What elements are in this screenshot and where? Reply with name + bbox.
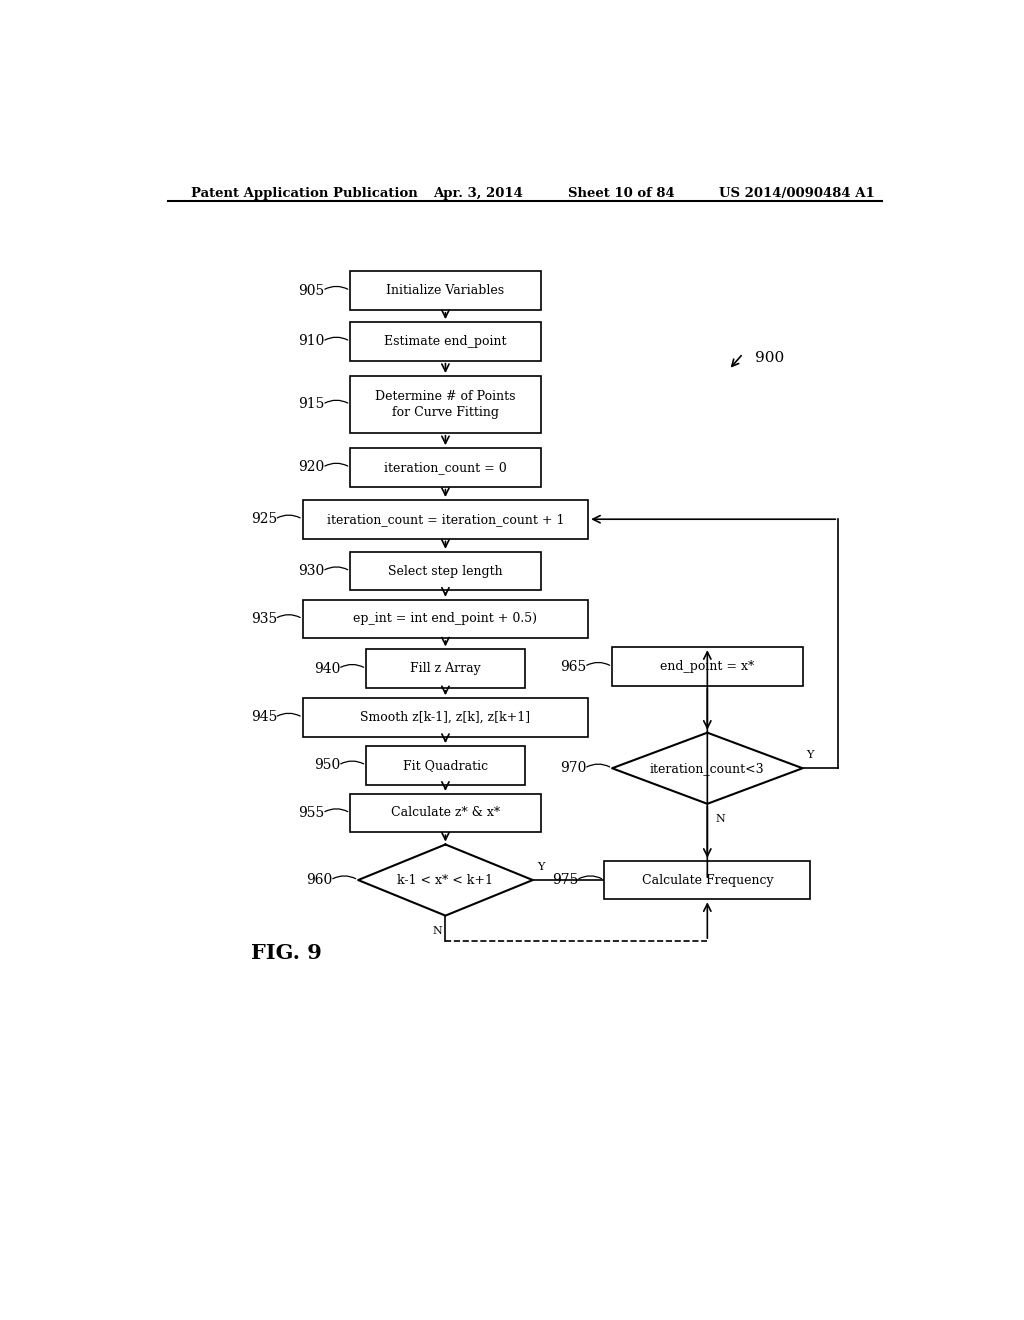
Text: Calculate z* & x*: Calculate z* & x* [391,807,500,820]
FancyBboxPatch shape [350,552,541,590]
Text: 935: 935 [251,612,278,626]
Text: 975: 975 [553,873,579,887]
Text: iteration_count = 0: iteration_count = 0 [384,461,507,474]
Polygon shape [358,845,532,916]
Text: FIG. 9: FIG. 9 [251,944,322,964]
Text: 960: 960 [306,873,333,887]
Text: Sheet 10 of 84: Sheet 10 of 84 [568,187,675,201]
FancyBboxPatch shape [303,599,588,638]
Text: ep_int = int end_point + 0.5): ep_int = int end_point + 0.5) [353,612,538,626]
FancyBboxPatch shape [350,793,541,833]
Text: k-1 < x* < k+1: k-1 < x* < k+1 [397,874,494,887]
Text: Smooth z[k-1], z[k], z[k+1]: Smooth z[k-1], z[k], z[k+1] [360,711,530,723]
Text: Fit Quadratic: Fit Quadratic [402,759,488,772]
FancyBboxPatch shape [350,271,541,310]
Text: Y: Y [537,862,544,873]
FancyBboxPatch shape [367,649,524,688]
Text: 915: 915 [299,397,325,412]
Text: iteration_count = iteration_count + 1: iteration_count = iteration_count + 1 [327,512,564,525]
FancyBboxPatch shape [303,698,588,737]
Text: 945: 945 [251,710,278,725]
Text: 925: 925 [251,512,278,527]
FancyBboxPatch shape [350,376,541,433]
Text: Fill z Array: Fill z Array [410,663,481,675]
Text: Select step length: Select step length [388,565,503,578]
Text: 905: 905 [299,284,325,297]
Text: 955: 955 [299,807,325,820]
Text: Initialize Variables: Initialize Variables [386,284,505,297]
Text: 900: 900 [755,351,784,364]
Text: end_point = x*: end_point = x* [660,660,755,673]
FancyBboxPatch shape [350,322,541,360]
Text: Apr. 3, 2014: Apr. 3, 2014 [433,187,523,201]
Text: iteration_count<3: iteration_count<3 [650,762,765,775]
Text: 910: 910 [299,334,325,348]
FancyBboxPatch shape [350,447,541,487]
FancyBboxPatch shape [612,647,803,686]
Text: N: N [715,814,725,824]
FancyBboxPatch shape [367,746,524,784]
Text: Determine # of Points
for Curve Fitting: Determine # of Points for Curve Fitting [375,389,516,420]
Text: Estimate end_point: Estimate end_point [384,335,507,348]
Text: US 2014/0090484 A1: US 2014/0090484 A1 [719,187,874,201]
Text: 930: 930 [299,564,325,578]
Text: 965: 965 [560,660,587,673]
Text: 970: 970 [560,762,587,775]
Polygon shape [612,733,803,804]
FancyBboxPatch shape [604,861,811,899]
Text: N: N [432,925,442,936]
Text: 950: 950 [314,758,341,772]
Text: 940: 940 [314,661,341,676]
Text: Y: Y [807,750,814,760]
FancyBboxPatch shape [303,500,588,539]
Text: Calculate Frequency: Calculate Frequency [641,874,773,887]
Text: Patent Application Publication: Patent Application Publication [191,187,418,201]
Text: 920: 920 [299,461,325,474]
